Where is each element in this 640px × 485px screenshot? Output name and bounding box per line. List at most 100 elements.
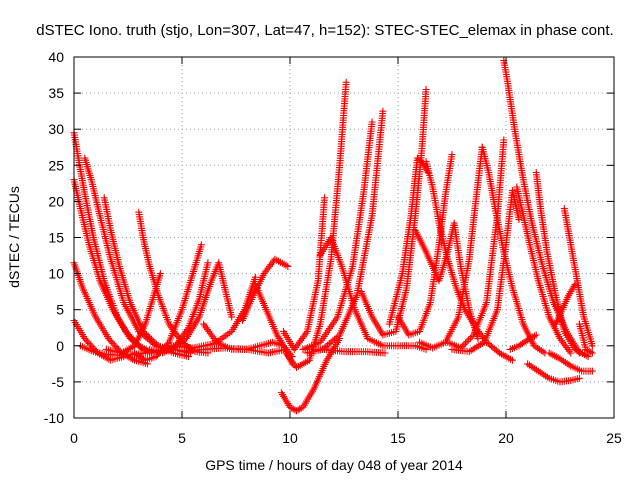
y-tick-label: -5 (52, 374, 65, 390)
series-26 (385, 154, 432, 328)
series-33 (448, 187, 523, 356)
series-22 (299, 118, 376, 353)
data-point (422, 86, 430, 93)
axes: -10 -5 0 5 10 15 20 25 30 35 40 0 5 10 15 20 25 (44, 49, 622, 446)
data-point (204, 259, 212, 267)
series-38 (524, 360, 583, 386)
data-point (466, 334, 474, 342)
data-point (122, 327, 130, 335)
x-tick-label: 5 (178, 430, 186, 446)
data-point (146, 334, 154, 342)
data-point (251, 273, 259, 281)
data-point (460, 341, 468, 349)
series-39 (552, 280, 579, 328)
data-point (197, 241, 205, 249)
data-point (325, 340, 333, 348)
data-point (153, 340, 161, 348)
data-point (468, 333, 476, 341)
data-point (123, 329, 131, 337)
data-point (109, 339, 117, 347)
data-point (322, 343, 330, 350)
data-point (82, 336, 90, 344)
data-point (368, 118, 376, 126)
data-point (84, 338, 92, 346)
series-42 (575, 320, 596, 357)
data-point (587, 348, 595, 356)
series-29 (411, 219, 482, 343)
data-point (588, 367, 596, 375)
data-point (156, 270, 164, 278)
y-axis-label: dSTEC / TECUs (6, 186, 22, 288)
series-41 (560, 205, 596, 350)
data-point (515, 215, 523, 223)
data-point (110, 341, 118, 349)
data-point (531, 332, 538, 340)
data-point (342, 78, 350, 86)
data-point (148, 335, 155, 343)
data-point (88, 343, 96, 351)
data-point (584, 353, 592, 361)
y-tick-label: 10 (48, 266, 64, 282)
data-point (331, 335, 338, 343)
data-point (321, 194, 329, 202)
series-12 (152, 259, 236, 357)
data-point (164, 340, 172, 348)
data-points (70, 57, 596, 415)
series-15 (178, 344, 290, 357)
y-tick-label: 15 (48, 230, 64, 246)
series-9 (102, 270, 164, 357)
data-point (500, 136, 508, 144)
data-point (575, 374, 583, 382)
data-point (85, 339, 93, 347)
data-point (144, 332, 152, 340)
y-tick-label: 20 (48, 193, 64, 209)
series-17 (251, 280, 296, 368)
x-tick-label: 0 (70, 430, 78, 446)
data-point (81, 335, 89, 343)
data-point (588, 349, 596, 357)
x-axis-label: GPS time / hours of day 048 of year 2014 (205, 457, 463, 473)
series-30 (416, 143, 486, 352)
series-36 (506, 331, 540, 353)
y-tick-label: 25 (48, 157, 64, 173)
y-tick-label: 0 (56, 338, 64, 354)
y-tick-label: 5 (56, 302, 64, 318)
data-point (228, 313, 236, 321)
data-point (567, 349, 575, 357)
y-tick-label: -10 (44, 410, 64, 426)
data-point (107, 338, 115, 346)
data-point (448, 151, 456, 158)
series-24 (316, 234, 430, 353)
series-40 (545, 349, 596, 375)
data-point (143, 331, 150, 339)
data-point (284, 262, 292, 270)
data-point (462, 339, 469, 347)
series-16 (239, 255, 292, 324)
series-20 (280, 194, 329, 353)
data-point (128, 334, 136, 342)
y-tick-label: 40 (48, 49, 64, 65)
data-point (465, 336, 473, 344)
data-point (151, 339, 159, 347)
data-point (532, 331, 540, 339)
data-point (106, 336, 114, 344)
data-point (324, 341, 332, 349)
plot-border (73, 56, 615, 419)
chart-title: dSTEC Iono. truth (stjo, Lon=307, Lat=47… (36, 22, 613, 39)
data-point (149, 337, 157, 345)
data-point (509, 356, 516, 364)
data-point (381, 349, 389, 357)
x-tick-label: 20 (498, 430, 514, 446)
y-tick-label: 35 (48, 85, 64, 101)
series-23 (303, 107, 387, 357)
x-tick-label: 25 (606, 430, 622, 446)
data-point (474, 335, 482, 343)
x-tick-label: 10 (282, 430, 298, 446)
data-point (379, 107, 387, 115)
x-tick-label: 15 (390, 430, 406, 446)
data-point (318, 345, 326, 353)
data-point (588, 342, 596, 350)
data-point (125, 331, 133, 339)
